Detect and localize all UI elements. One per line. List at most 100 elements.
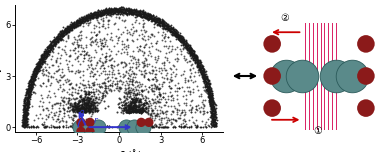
Point [109, 64, 115, 66]
Point [32, 74, 38, 77]
Point [206, 100, 212, 102]
Point [79, 19, 85, 22]
Point [33, 114, 39, 116]
Point [41, 73, 47, 76]
Point [50, 47, 56, 49]
Point [113, 10, 119, 12]
Point [203, 80, 209, 83]
Point [202, 75, 208, 77]
Point [77, 107, 83, 110]
Point [212, 111, 218, 113]
Point [70, 87, 76, 89]
Point [91, 107, 98, 109]
Point [186, 50, 192, 53]
Point [64, 30, 70, 32]
Point [67, 24, 73, 27]
Point [152, 18, 158, 20]
Point [69, 70, 75, 72]
Point [21, 100, 27, 102]
Point [148, 18, 154, 20]
Point [59, 29, 65, 31]
Point [57, 31, 63, 34]
Point [44, 63, 50, 65]
Point [207, 98, 213, 100]
Point [82, 108, 88, 111]
Point [121, 108, 127, 111]
Point [137, 12, 143, 15]
Point [198, 69, 204, 71]
Point [283, 75, 289, 77]
Point [206, 98, 212, 101]
Point [73, 38, 79, 40]
Point [89, 110, 95, 112]
Point [211, 121, 217, 123]
Point [191, 56, 197, 59]
Point [205, 87, 211, 89]
Point [177, 37, 183, 39]
Point [184, 45, 191, 48]
Point [201, 74, 207, 76]
Point [37, 61, 43, 63]
Point [123, 102, 129, 104]
Point [146, 122, 152, 125]
Point [143, 106, 149, 109]
Point [80, 107, 86, 109]
Point [100, 13, 106, 15]
Point [208, 90, 214, 92]
Point [209, 102, 215, 104]
Point [94, 62, 100, 64]
Point [206, 125, 212, 127]
Point [74, 57, 80, 59]
Point [84, 102, 90, 105]
Point [207, 103, 213, 105]
Point [22, 125, 28, 127]
Point [57, 35, 63, 38]
Point [151, 18, 157, 21]
Point [130, 111, 136, 113]
Point [83, 101, 89, 103]
Point [88, 104, 94, 107]
Point [72, 23, 78, 25]
Point [159, 69, 165, 71]
Point [104, 9, 110, 11]
Point [82, 102, 88, 105]
Point [112, 12, 118, 14]
Point [119, 125, 125, 128]
Point [136, 100, 143, 102]
Point [189, 63, 195, 65]
Point [130, 76, 136, 78]
Point [212, 125, 218, 127]
Point [71, 26, 77, 28]
Point [210, 125, 216, 128]
Point [181, 40, 187, 42]
Point [32, 69, 38, 71]
Point [63, 120, 69, 122]
Point [74, 102, 80, 105]
Point [29, 80, 36, 83]
Point [85, 99, 91, 101]
Point [140, 13, 146, 15]
Point [104, 10, 110, 13]
Point [19, 125, 25, 127]
Point [133, 10, 139, 13]
Point [22, 110, 28, 112]
Point [23, 92, 29, 94]
Point [207, 93, 213, 96]
Point [67, 83, 73, 85]
Point [86, 105, 92, 107]
Point [184, 44, 191, 47]
Point [37, 69, 43, 71]
Point [61, 101, 67, 103]
Point [161, 104, 167, 106]
Point [166, 24, 172, 27]
Point [211, 124, 217, 127]
Point [208, 99, 214, 102]
Point [40, 74, 46, 76]
Point [129, 125, 135, 128]
Point [139, 110, 146, 112]
Point [198, 69, 204, 71]
Point [201, 74, 207, 77]
Point [148, 18, 154, 20]
Point [82, 107, 88, 109]
Point [48, 82, 54, 85]
